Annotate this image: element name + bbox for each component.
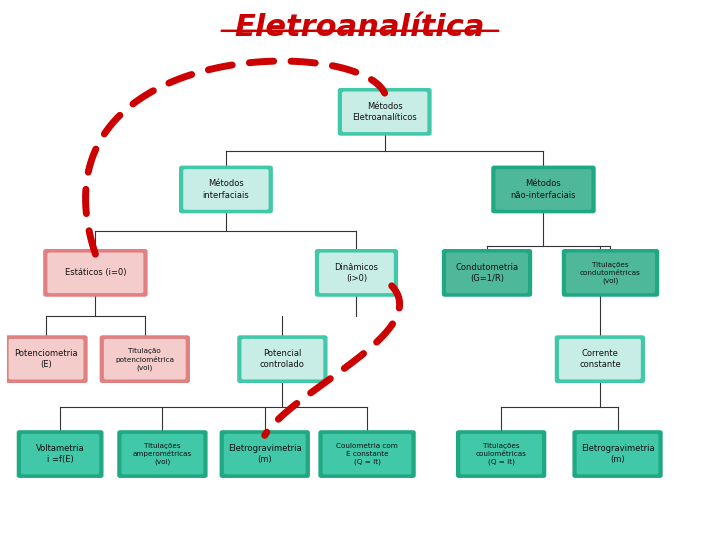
FancyBboxPatch shape bbox=[17, 430, 104, 478]
FancyBboxPatch shape bbox=[43, 249, 148, 297]
FancyBboxPatch shape bbox=[565, 252, 656, 294]
Text: Potenciometria
(E): Potenciometria (E) bbox=[14, 349, 78, 369]
FancyBboxPatch shape bbox=[183, 168, 269, 211]
FancyBboxPatch shape bbox=[322, 433, 413, 475]
Text: Titulações
coulométricas
(Q = It): Titulações coulométricas (Q = It) bbox=[476, 443, 526, 465]
Text: Condutometria
(G=1/R): Condutometria (G=1/R) bbox=[456, 263, 518, 283]
FancyBboxPatch shape bbox=[572, 430, 662, 478]
FancyBboxPatch shape bbox=[179, 166, 273, 213]
FancyBboxPatch shape bbox=[223, 433, 307, 475]
FancyBboxPatch shape bbox=[442, 249, 532, 297]
FancyBboxPatch shape bbox=[4, 335, 88, 383]
FancyBboxPatch shape bbox=[318, 252, 395, 294]
Text: Voltametria
i =f(E): Voltametria i =f(E) bbox=[36, 444, 84, 464]
Text: Métodos
interfaciais: Métodos interfaciais bbox=[202, 179, 249, 199]
FancyBboxPatch shape bbox=[495, 168, 592, 211]
Text: Titulação
potenciométrica
(vol): Titulação potenciométrica (vol) bbox=[115, 348, 174, 370]
FancyBboxPatch shape bbox=[554, 335, 645, 383]
FancyBboxPatch shape bbox=[121, 433, 204, 475]
FancyBboxPatch shape bbox=[338, 88, 431, 136]
FancyBboxPatch shape bbox=[103, 338, 186, 380]
FancyBboxPatch shape bbox=[562, 249, 660, 297]
FancyBboxPatch shape bbox=[315, 249, 398, 297]
Text: Eletrogravimetria
(m): Eletrogravimetria (m) bbox=[228, 444, 302, 464]
Text: Titulações
amperométricas
(vol): Titulações amperométricas (vol) bbox=[132, 443, 192, 465]
Text: Coulometria com
E constante
(Q = It): Coulometria com E constante (Q = It) bbox=[336, 443, 398, 465]
FancyBboxPatch shape bbox=[558, 338, 642, 380]
FancyBboxPatch shape bbox=[220, 430, 310, 478]
FancyBboxPatch shape bbox=[576, 433, 660, 475]
Text: Potencial
controlado: Potencial controlado bbox=[260, 349, 305, 369]
FancyBboxPatch shape bbox=[237, 335, 328, 383]
FancyBboxPatch shape bbox=[20, 433, 100, 475]
Text: Eletrogravimetria
(m): Eletrogravimetria (m) bbox=[581, 444, 654, 464]
Text: Métodos
não-interfaciais: Métodos não-interfaciais bbox=[510, 179, 576, 199]
FancyBboxPatch shape bbox=[341, 91, 428, 133]
Text: Corrente
constante: Corrente constante bbox=[579, 349, 621, 369]
Text: Métodos
Eletroanalíticos: Métodos Eletroanalíticos bbox=[352, 102, 417, 122]
FancyBboxPatch shape bbox=[8, 338, 84, 380]
FancyBboxPatch shape bbox=[459, 433, 543, 475]
Text: Eletroanalítica: Eletroanalítica bbox=[235, 14, 485, 42]
FancyBboxPatch shape bbox=[446, 252, 528, 294]
FancyBboxPatch shape bbox=[318, 430, 415, 478]
FancyBboxPatch shape bbox=[456, 430, 546, 478]
Text: Dinâmicos
(i>0): Dinâmicos (i>0) bbox=[335, 263, 379, 283]
FancyBboxPatch shape bbox=[99, 335, 190, 383]
FancyBboxPatch shape bbox=[491, 166, 595, 213]
FancyBboxPatch shape bbox=[47, 252, 144, 294]
FancyBboxPatch shape bbox=[117, 430, 207, 478]
Text: Titulações
condutométricas
(vol): Titulações condutométricas (vol) bbox=[580, 262, 641, 284]
FancyBboxPatch shape bbox=[240, 338, 324, 380]
Text: Estáticos (i=0): Estáticos (i=0) bbox=[65, 268, 126, 278]
